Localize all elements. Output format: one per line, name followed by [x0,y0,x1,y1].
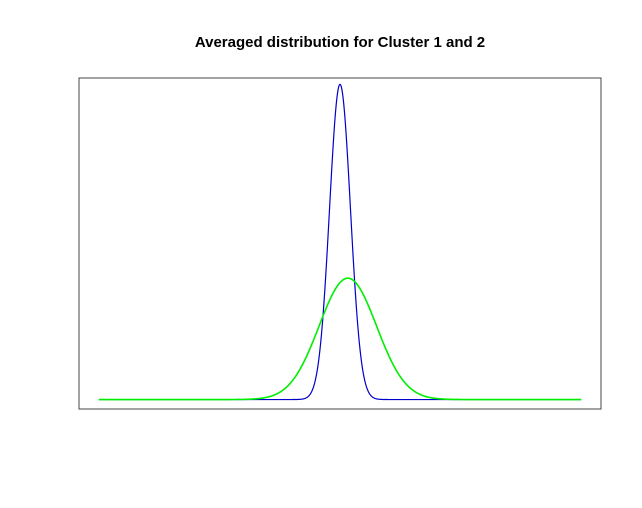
series-line-2 [98,277,582,401]
series-layer [98,83,582,401]
chart-title: Averaged distribution for Cluster 1 and … [195,34,485,51]
plot-frame [78,77,602,410]
series-line-1 [98,83,582,401]
